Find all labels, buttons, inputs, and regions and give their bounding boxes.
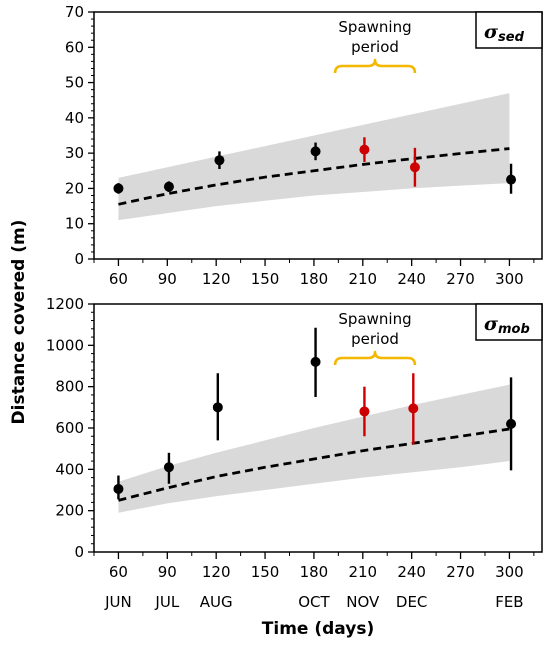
p0-band-area: [118, 93, 510, 221]
p0-y-tick-label: 40: [65, 109, 84, 127]
p1-x-tick-label: 90: [158, 563, 177, 581]
p0-data-point: [113, 183, 124, 194]
p1-y-tick-label: 800: [55, 378, 84, 396]
p1-legend-subscript: mob: [498, 322, 530, 337]
p1-y-tick-label: 200: [55, 502, 84, 520]
p1-month-label: OCT: [298, 593, 330, 611]
p1-spawning-bracket: [333, 350, 417, 366]
p1-spawning-label-line1: Spawning: [338, 310, 411, 328]
p0-x-tick-label: 150: [251, 270, 280, 288]
p1-month-label: FEB: [495, 593, 523, 611]
p0-x-tick-label: 60: [109, 270, 128, 288]
panel-sigma-mob: 0 200 400 600 800 1000 1200 60 90 120 150 180 210 240…: [46, 295, 543, 639]
p0-y-tick-label: 20: [65, 179, 84, 197]
p0-data-point: [214, 155, 225, 166]
p1-data-point: [408, 403, 419, 414]
p0-y-tick-label: 50: [65, 74, 84, 92]
p1-legend-symbol: σ: [484, 313, 499, 335]
p1-spawning-label-line2: period: [351, 330, 399, 348]
p0-x-tick-label: 120: [202, 270, 231, 288]
p1-data-point: [212, 402, 223, 413]
p1-month-label: JUN: [104, 593, 132, 611]
p0-legend-label: σsed: [484, 21, 525, 45]
p0-x-tick-label: 180: [300, 270, 329, 288]
p1-data-point: [310, 356, 321, 367]
p1-y-tick-label: 600: [55, 419, 84, 437]
p0-x-tick-label: 210: [348, 270, 377, 288]
p1-month-label: NOV: [346, 593, 380, 611]
p1-y-tick-label: 1200: [46, 295, 84, 313]
p0-y-tick-label: 0: [74, 250, 84, 268]
p1-legend-label: σmob: [484, 313, 530, 337]
p0-x-tick-label: 270: [446, 270, 475, 288]
p0-data-point: [310, 146, 321, 157]
p1-y-tick-label: 0: [74, 543, 84, 561]
p1-y-tick-label: 400: [55, 460, 84, 478]
p0-y-tick-label: 60: [65, 38, 84, 56]
p1-x-tick-label: 150: [251, 563, 280, 581]
panel-sigma-sed: 0 10 20 30 40 50 60 70 60 90 120 150 180 210 240 270 300…: [65, 3, 543, 288]
x-axis-title: Time (days): [262, 619, 374, 639]
p0-x-tick-label: 90: [158, 270, 177, 288]
p1-x-tick-label: 210: [348, 563, 377, 581]
p0-trend-line: [118, 147, 510, 206]
p1-x-tick-label: 300: [495, 563, 524, 581]
p0-y-tick-label: 30: [65, 144, 84, 162]
p1-y-tick-label: 1000: [46, 336, 84, 354]
p0-data-point: [163, 181, 174, 192]
p1-x-tick-label: 180: [300, 563, 329, 581]
p1-month-label: DEC: [396, 593, 428, 611]
p1-legend-box: [475, 303, 543, 341]
p0-plot-frame: [93, 11, 543, 260]
p1-data-point: [113, 483, 124, 494]
p1-data-point: [359, 406, 370, 417]
p0-data-point: [506, 174, 517, 185]
p0-spawning-bracket: [333, 58, 417, 74]
p0-y-tick-label: 70: [65, 3, 84, 21]
p0-legend-subscript: sed: [498, 30, 525, 45]
p1-month-label: AUG: [200, 593, 233, 611]
p1-data-point: [506, 418, 517, 429]
p0-legend-symbol: σ: [484, 21, 499, 43]
p0-spawning-label-line2: period: [351, 38, 399, 56]
p0-data-point: [409, 162, 420, 173]
p1-data-point: [163, 462, 174, 473]
p1-x-tick-label: 270: [446, 563, 475, 581]
p0-x-tick-label: 300: [495, 270, 524, 288]
p0-x-tick-label: 240: [397, 270, 426, 288]
y-axis-title: Distance covered (m): [9, 220, 29, 425]
p1-trend-line: [118, 427, 510, 502]
p1-x-tick-label: 120: [202, 563, 231, 581]
p1-x-tick-label: 60: [109, 563, 128, 581]
p0-spawning-label-line1: Spawning: [338, 18, 411, 36]
p0-y-tick-label: 10: [65, 215, 84, 233]
p0-legend-box: [475, 11, 543, 49]
p1-x-tick-label: 240: [397, 563, 426, 581]
p1-month-label: JUL: [154, 593, 179, 611]
p1-band-area: [118, 384, 510, 513]
p0-data-point: [359, 144, 370, 155]
